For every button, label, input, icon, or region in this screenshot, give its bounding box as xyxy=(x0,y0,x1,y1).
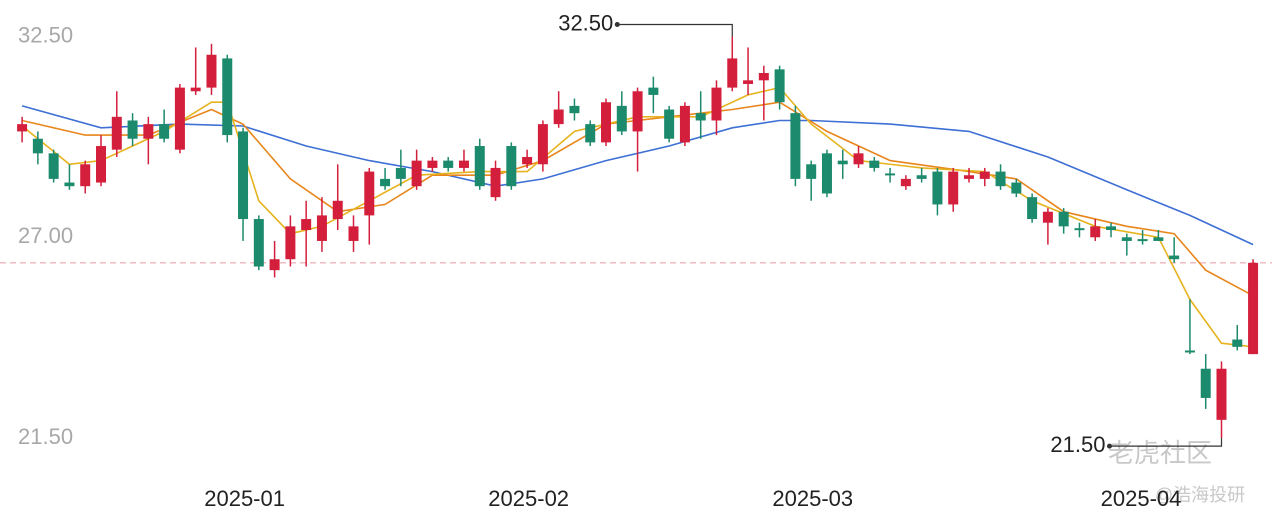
candle-body xyxy=(1184,350,1195,353)
candle-body xyxy=(774,69,785,103)
candle-body xyxy=(1216,368,1227,420)
annotation-label: 21.50 xyxy=(1050,432,1105,457)
x-tick-label: 2025-02 xyxy=(488,486,569,511)
candle-body xyxy=(553,109,564,125)
candle-body xyxy=(411,160,422,187)
candle-body xyxy=(821,153,832,194)
candle-body xyxy=(1074,228,1085,231)
candle-body xyxy=(995,171,1006,187)
candle-body xyxy=(537,124,548,165)
annotation-label: 32.50 xyxy=(558,10,613,35)
candle-body xyxy=(1137,239,1148,242)
candle-body xyxy=(1090,226,1101,238)
candle-body xyxy=(569,105,580,114)
candle-body xyxy=(1169,255,1180,260)
candle-body xyxy=(900,178,911,187)
candle-body xyxy=(1042,211,1053,223)
candle-body xyxy=(916,175,927,179)
candle-body xyxy=(885,173,896,176)
candle-body xyxy=(127,120,138,139)
candle-body xyxy=(64,182,75,187)
candle-body xyxy=(601,102,612,143)
candle-body xyxy=(869,160,880,168)
candle-body xyxy=(159,124,170,139)
candle-body xyxy=(474,146,485,187)
candle-body xyxy=(443,160,454,168)
candle-body xyxy=(32,138,43,154)
candle-body xyxy=(238,131,249,220)
candle-body xyxy=(1248,262,1259,355)
candle-body xyxy=(585,124,596,143)
candle-body xyxy=(269,259,280,271)
candle-body xyxy=(979,171,990,179)
candle-body xyxy=(48,153,59,179)
candle-body xyxy=(332,200,343,220)
candle-body xyxy=(364,171,375,216)
candle-body xyxy=(632,91,643,132)
candle-body xyxy=(96,146,107,183)
candle-body xyxy=(427,160,438,168)
candle-body xyxy=(285,226,296,260)
candle-body xyxy=(1058,211,1069,227)
candle-body xyxy=(806,164,817,179)
candle-body xyxy=(616,105,627,132)
candle-body xyxy=(174,87,185,150)
candle-body xyxy=(932,171,943,205)
candle-body xyxy=(1200,368,1211,398)
candle-body xyxy=(1121,237,1132,241)
annotation-leader xyxy=(617,23,733,37)
candle-body xyxy=(758,73,769,81)
candle-body xyxy=(206,54,217,88)
y-tick-label: 27.00 xyxy=(18,223,73,248)
candle-body xyxy=(1011,182,1022,194)
annotation-dot xyxy=(1106,443,1112,449)
candle-body xyxy=(490,167,501,198)
candle-body xyxy=(522,156,533,165)
x-tick-label: 2025-03 xyxy=(772,486,853,511)
x-tick-label: 2025-01 xyxy=(204,486,285,511)
candle-body xyxy=(1027,197,1038,220)
candle-body xyxy=(17,124,28,132)
candle-body xyxy=(380,178,391,187)
candle-body xyxy=(1232,339,1243,347)
candle-body xyxy=(727,58,738,88)
candle-body xyxy=(853,153,864,165)
candle-body xyxy=(348,226,359,241)
y-tick-label: 21.50 xyxy=(18,424,73,449)
watermark: 老虎社区 xyxy=(1108,438,1212,468)
candle-body xyxy=(222,58,233,136)
candle-body xyxy=(458,160,469,168)
candle-body xyxy=(1106,226,1117,230)
credit: @浩海投研 xyxy=(1155,485,1245,505)
candle-body xyxy=(743,80,754,84)
candle-body xyxy=(395,167,406,179)
candle-body xyxy=(948,171,959,205)
annotation-leader xyxy=(1109,438,1223,447)
candle-body xyxy=(1153,237,1164,241)
candle-body xyxy=(506,146,517,187)
annotation-dot xyxy=(614,22,620,28)
candle-body xyxy=(111,116,122,150)
candle-body xyxy=(711,87,722,121)
x-tick-label: 2025-04 xyxy=(1101,486,1182,511)
candle-body xyxy=(80,164,91,187)
candle-body xyxy=(143,124,154,139)
candle-body xyxy=(695,113,706,121)
candle-body xyxy=(316,215,327,241)
candle-body xyxy=(190,87,201,92)
y-tick-label: 32.50 xyxy=(18,22,73,47)
candle-body xyxy=(253,219,264,267)
candle-body xyxy=(963,175,974,179)
candle-body xyxy=(664,109,675,139)
candle-body xyxy=(301,219,312,230)
candle-body xyxy=(648,87,659,95)
candle-body xyxy=(837,160,848,165)
candle-body xyxy=(679,105,690,143)
candle-body xyxy=(790,113,801,179)
